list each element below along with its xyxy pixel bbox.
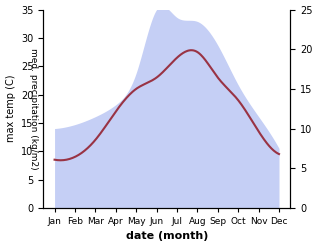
Y-axis label: med. precipitation (kg/m2): med. precipitation (kg/m2) — [30, 48, 38, 169]
Y-axis label: max temp (C): max temp (C) — [5, 75, 16, 143]
X-axis label: date (month): date (month) — [126, 231, 208, 242]
